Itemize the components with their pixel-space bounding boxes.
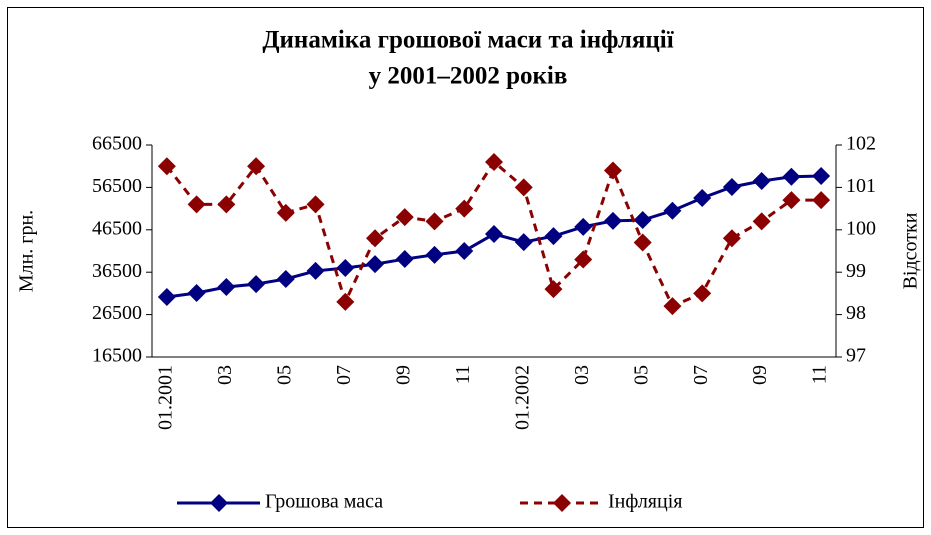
data-point (217, 195, 236, 214)
data-point (366, 255, 385, 274)
y2-axis-label: Відсотки (900, 212, 922, 289)
data-point (485, 152, 503, 171)
x-tick-label: 03 (571, 365, 593, 385)
data-point (603, 161, 622, 180)
data-point (455, 199, 474, 218)
y-tick-label: 26500 (92, 302, 142, 324)
data-point (544, 227, 563, 246)
data-point (812, 191, 831, 210)
y-tick-label: 46500 (92, 217, 142, 239)
data-point (395, 208, 414, 227)
data-point (306, 261, 325, 280)
data-point (425, 212, 444, 231)
legend-marker (553, 494, 571, 512)
data-point (276, 203, 295, 222)
chart-title: Динаміка грошової маси та інфляції (262, 27, 674, 54)
data-point (514, 233, 533, 252)
data-point (336, 258, 355, 277)
data-point (752, 212, 771, 231)
x-tick-label: 11 (809, 365, 831, 384)
x-tick-label: 09 (749, 365, 771, 385)
x-tick-label: 05 (273, 365, 295, 385)
data-point (187, 283, 206, 302)
legend-marker (210, 494, 228, 512)
chart-frame (7, 7, 924, 528)
y-axis-label: Млн. грн. (16, 210, 38, 292)
data-point (157, 157, 176, 176)
y-tick-label: 56500 (92, 175, 142, 197)
legend-label: Грошова маса (265, 491, 383, 513)
chart-title: у 2001–2002 років (369, 63, 568, 90)
data-point (693, 189, 712, 207)
y2-tick-label: 101 (846, 175, 876, 197)
data-point (217, 278, 236, 297)
x-tick-label: 07 (690, 365, 712, 385)
data-point (187, 195, 206, 214)
data-point (574, 250, 593, 269)
data-point (603, 211, 622, 230)
data-point (782, 167, 801, 186)
x-tick-label: 01.2002 (511, 365, 533, 430)
y2-tick-label: 102 (846, 133, 876, 155)
data-point (812, 166, 831, 185)
data-point (514, 178, 533, 197)
data-point (663, 201, 682, 220)
data-point (722, 177, 741, 196)
data-point (425, 245, 444, 264)
legend-label: Інфляція (608, 491, 682, 513)
data-point (782, 191, 801, 210)
data-point (395, 250, 414, 269)
data-point (157, 288, 176, 307)
data-point (247, 157, 266, 176)
y2-tick-label: 98 (846, 302, 866, 324)
data-point (693, 284, 712, 303)
x-tick-label: 07 (333, 365, 355, 385)
x-tick-label: 11 (452, 365, 474, 384)
x-tick-label: 03 (214, 365, 236, 385)
x-tick-label: 05 (630, 365, 652, 385)
y2-tick-label: 99 (846, 260, 866, 282)
data-point (752, 172, 771, 191)
data-point (247, 275, 266, 294)
data-point (663, 297, 682, 316)
data-point (366, 229, 385, 248)
data-point (455, 242, 474, 260)
y-tick-label: 36500 (92, 260, 142, 282)
y2-tick-label: 97 (846, 345, 866, 367)
data-point (306, 195, 325, 214)
y2-tick-label: 100 (846, 217, 876, 239)
data-point (633, 233, 652, 252)
data-point (336, 292, 355, 311)
data-point (722, 229, 741, 248)
data-point (544, 280, 563, 299)
x-tick-label: 09 (392, 365, 414, 385)
data-point (485, 225, 503, 244)
data-point (574, 217, 593, 236)
y-tick-label: 16500 (92, 345, 142, 367)
y-tick-label: 66500 (92, 133, 142, 155)
x-tick-label: 01.2001 (154, 365, 176, 430)
data-point (276, 269, 295, 288)
data-point (633, 211, 652, 230)
